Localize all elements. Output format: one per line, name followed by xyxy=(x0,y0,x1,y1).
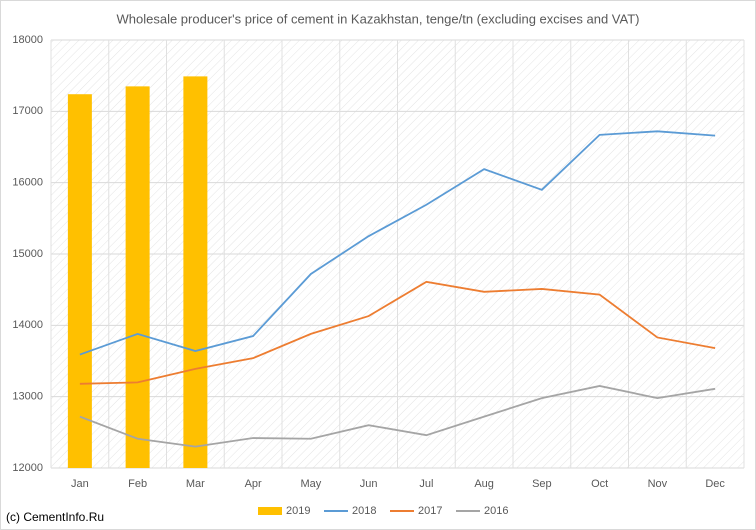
x-tick-label: Jul xyxy=(419,478,433,490)
x-tick-label: Feb xyxy=(128,478,147,490)
bar xyxy=(125,86,150,468)
legend-swatch xyxy=(258,507,282,515)
x-tick-label: Apr xyxy=(245,478,262,490)
x-tick-label: Jun xyxy=(360,478,378,490)
x-tick-label: Oct xyxy=(591,478,608,490)
y-tick-label: 18000 xyxy=(12,34,43,46)
legend-label: 2018 xyxy=(352,505,376,517)
chart-title: Wholesale producer's price of cement in … xyxy=(117,11,640,26)
legend-label: 2019 xyxy=(286,505,310,517)
line xyxy=(79,280,716,385)
x-tick-label: Jan xyxy=(71,478,89,490)
line xyxy=(79,130,716,356)
legend-label: 2017 xyxy=(418,505,442,517)
y-tick-label: 17000 xyxy=(12,105,43,117)
y-tick-label: 15000 xyxy=(12,248,43,260)
legend-label: 2016 xyxy=(484,505,508,517)
y-tick-label: 16000 xyxy=(12,177,43,189)
x-tick-label: Nov xyxy=(648,478,668,490)
x-tick-label: May xyxy=(300,478,321,490)
y-tick-label: 14000 xyxy=(12,319,43,331)
y-tick-label: 12000 xyxy=(12,462,43,474)
x-tick-label: Aug xyxy=(474,478,494,490)
y-tick-label: 13000 xyxy=(12,391,43,403)
x-tick-label: Sep xyxy=(532,478,552,490)
x-tick-label: Mar xyxy=(186,478,205,490)
line xyxy=(79,385,716,448)
source: (c) CementInfo.Ru xyxy=(6,510,104,524)
bar xyxy=(67,94,92,469)
x-tick-label: Dec xyxy=(705,478,725,490)
bar xyxy=(183,76,208,468)
